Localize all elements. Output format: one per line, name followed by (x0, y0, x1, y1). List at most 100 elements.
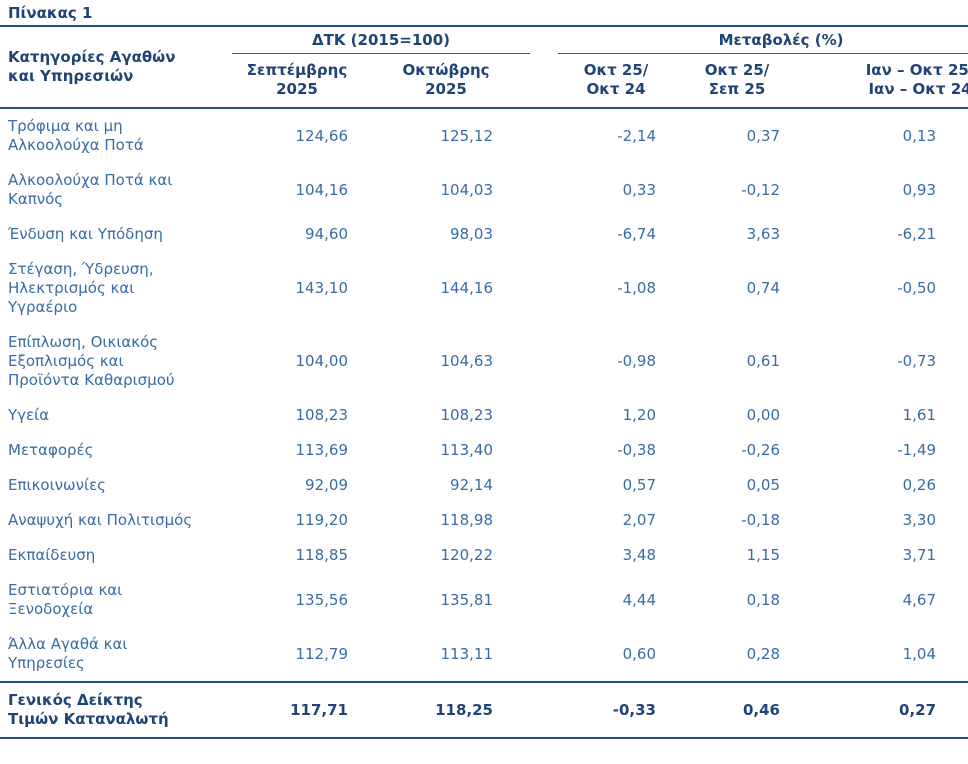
category-cell: Αναψυχή και Πολιτισμός (8, 511, 193, 529)
column-spacer (530, 27, 558, 109)
change-ytd-cell: 0,26 (902, 476, 937, 494)
change-yoy-cell: -0,38 (617, 441, 656, 459)
change-mom-cell: -0,26 (741, 441, 780, 459)
table-body: Τρόφιμα και μη Αλκοολούχα Ποτά 124,66 12… (0, 108, 968, 682)
index-sep-cell: 92,09 (305, 476, 348, 494)
change-yoy-cell: 0,57 (622, 476, 656, 494)
category-cell: Στέγαση, Ύδρευση, Ηλεκτρισμός και Υγραέρ… (8, 260, 154, 316)
change-mom-cell: 0,18 (746, 590, 780, 609)
total-change-ytd-cell: 0,27 (800, 681, 968, 739)
table-row: Εστιατόρια και Ξενοδοχεία 135,56 135,81 … (0, 573, 968, 627)
category-cell: Υγεία (8, 406, 50, 424)
category-cell: Τρόφιμα και μη Αλκοολούχα Ποτά (8, 117, 144, 154)
change-ytd-cell: -6,21 (897, 225, 937, 243)
index-oct-cell: 108,23 (440, 406, 494, 424)
change-yoy-cell: 0,60 (622, 644, 656, 663)
gap-cell (530, 573, 558, 627)
change-ytd-cell: 0,93 (902, 180, 937, 199)
table-row: Αναψυχή και Πολιτισμός 119,20 118,98 2,0… (0, 503, 968, 538)
gap-cell (530, 503, 558, 538)
change-ytd-cell: -0,50 (897, 279, 937, 297)
index-sep-cell: 112,79 (295, 644, 349, 663)
total-index-oct-cell: 118,25 (362, 681, 530, 739)
index-oct-cell: 92,14 (450, 476, 493, 494)
change-yoy-cell: -0,98 (617, 352, 656, 370)
index-oct-cell: 118,98 (440, 511, 494, 529)
category-cell: Εστιατόρια και Ξενοδοχεία (8, 581, 123, 618)
change-mom-cell: 0,74 (746, 279, 780, 297)
column-header-row: Σεπτέμβρης 2025 Οκτώβρης 2025 Οκτ 25/ Οκ… (0, 53, 968, 109)
table-row: Επίπλωση, Οικιακός Εξοπλισμός και Προϊόν… (0, 325, 968, 398)
index-oct-cell: 125,12 (440, 126, 494, 145)
change-ytd-cell: 3,71 (902, 546, 937, 564)
total-index-sep-cell: 117,71 (232, 681, 362, 739)
change-mom-cell: 1,15 (746, 546, 780, 564)
change-mom-cell: -0,12 (741, 180, 780, 199)
index-sep-cell: 108,23 (295, 406, 349, 424)
total-change-mom-cell: 0,46 (674, 681, 800, 739)
group-header-row: Κατηγορίες Αγαθών και Υπηρεσιών ΔΤΚ (201… (0, 27, 968, 109)
gap-cell (530, 163, 558, 217)
change-mom-cell: 0,00 (746, 406, 780, 424)
gap-cell (530, 681, 558, 739)
table-row: Μεταφορές 113,69 113,40 -0,38 -0,26 -1,4… (0, 433, 968, 468)
group-header-changes: Μεταβολές (%) (558, 27, 968, 54)
index-sep-cell: 119,20 (295, 511, 349, 529)
index-sep-cell: 135,56 (295, 590, 349, 609)
change-ytd-cell: 1,61 (902, 406, 937, 424)
table-row: Επικοινωνίες 92,09 92,14 0,57 0,05 0,26 (0, 468, 968, 503)
change-yoy-cell: 4,44 (622, 590, 656, 609)
change-ytd-cell: 3,30 (902, 511, 937, 529)
change-mom-cell: 0,61 (746, 352, 780, 370)
table-row: Ένδυση και Υπόδηση 94,60 98,03 -6,74 3,6… (0, 217, 968, 252)
index-sep-cell: 104,00 (295, 352, 349, 370)
total-change-yoy-cell: -0,33 (558, 681, 674, 739)
gap-cell (530, 252, 558, 325)
index-oct-cell: 104,03 (440, 180, 494, 199)
change-mom-cell: -0,18 (741, 511, 780, 529)
gap-cell (530, 627, 558, 682)
index-sep-cell: 118,85 (295, 546, 349, 564)
category-cell: Επικοινωνίες (8, 476, 106, 494)
change-yoy-cell: -6,74 (617, 225, 656, 243)
table-clip-region: Κατηγορίες Αγαθών και Υπηρεσιών ΔΤΚ (201… (0, 27, 968, 739)
change-yoy-cell: -1,08 (617, 279, 656, 297)
index-sep-cell: 124,66 (295, 126, 349, 145)
category-cell: Άλλα Αγαθά και Υπηρεσίες (8, 635, 128, 672)
change-ytd-cell: -1,49 (897, 441, 937, 459)
gap-cell (530, 217, 558, 252)
category-cell: Μεταφορές (8, 441, 94, 459)
column-header-oct25-sep25: Οκτ 25/ Σεπ 25 (674, 53, 800, 109)
cpi-table: Κατηγορίες Αγαθών και Υπηρεσιών ΔΤΚ (201… (0, 27, 968, 739)
index-sep-cell: 143,10 (295, 279, 349, 297)
gap-cell (530, 325, 558, 398)
gap-cell (530, 398, 558, 433)
change-mom-cell: 0,37 (746, 126, 780, 145)
index-oct-cell: 120,22 (440, 546, 494, 564)
change-ytd-cell: 4,67 (902, 590, 937, 609)
index-oct-cell: 113,40 (440, 441, 494, 459)
index-sep-cell: 113,69 (295, 441, 349, 459)
change-mom-cell: 3,63 (746, 225, 780, 243)
category-column-header: Κατηγορίες Αγαθών και Υπηρεσιών (0, 27, 232, 109)
gap-cell (530, 433, 558, 468)
change-yoy-cell: 0,33 (622, 180, 656, 199)
table-row: Τρόφιμα και μη Αλκοολούχα Ποτά 124,66 12… (0, 108, 968, 163)
table-row: Άλλα Αγαθά και Υπηρεσίες 112,79 113,11 0… (0, 627, 968, 682)
change-mom-cell: 0,28 (746, 644, 780, 663)
index-oct-cell: 144,16 (440, 279, 494, 297)
index-sep-cell: 104,16 (295, 180, 349, 199)
category-cell: Επίπλωση, Οικιακός Εξοπλισμός και Προϊόν… (8, 333, 175, 389)
index-oct-cell: 104,63 (440, 352, 494, 370)
column-header-oct-2025: Οκτώβρης 2025 (362, 53, 530, 109)
change-yoy-cell: -2,14 (617, 126, 656, 145)
table-row: Υγεία 108,23 108,23 1,20 0,00 1,61 (0, 398, 968, 433)
index-oct-cell: 98,03 (450, 225, 493, 243)
change-yoy-cell: 1,20 (622, 406, 656, 424)
column-header-jan-oct: Ιαν – Οκτ 25/ Ιαν – Οκτ 24 (800, 53, 968, 109)
table-footer: Γενικός Δείκτης Τιμών Καταναλωτή 117,71 … (0, 681, 968, 739)
total-category-cell: Γενικός Δείκτης Τιμών Καταναλωτή (0, 681, 232, 739)
table-row: Στέγαση, Ύδρευση, Ηλεκτρισμός και Υγραέρ… (0, 252, 968, 325)
index-sep-cell: 94,60 (305, 225, 348, 243)
